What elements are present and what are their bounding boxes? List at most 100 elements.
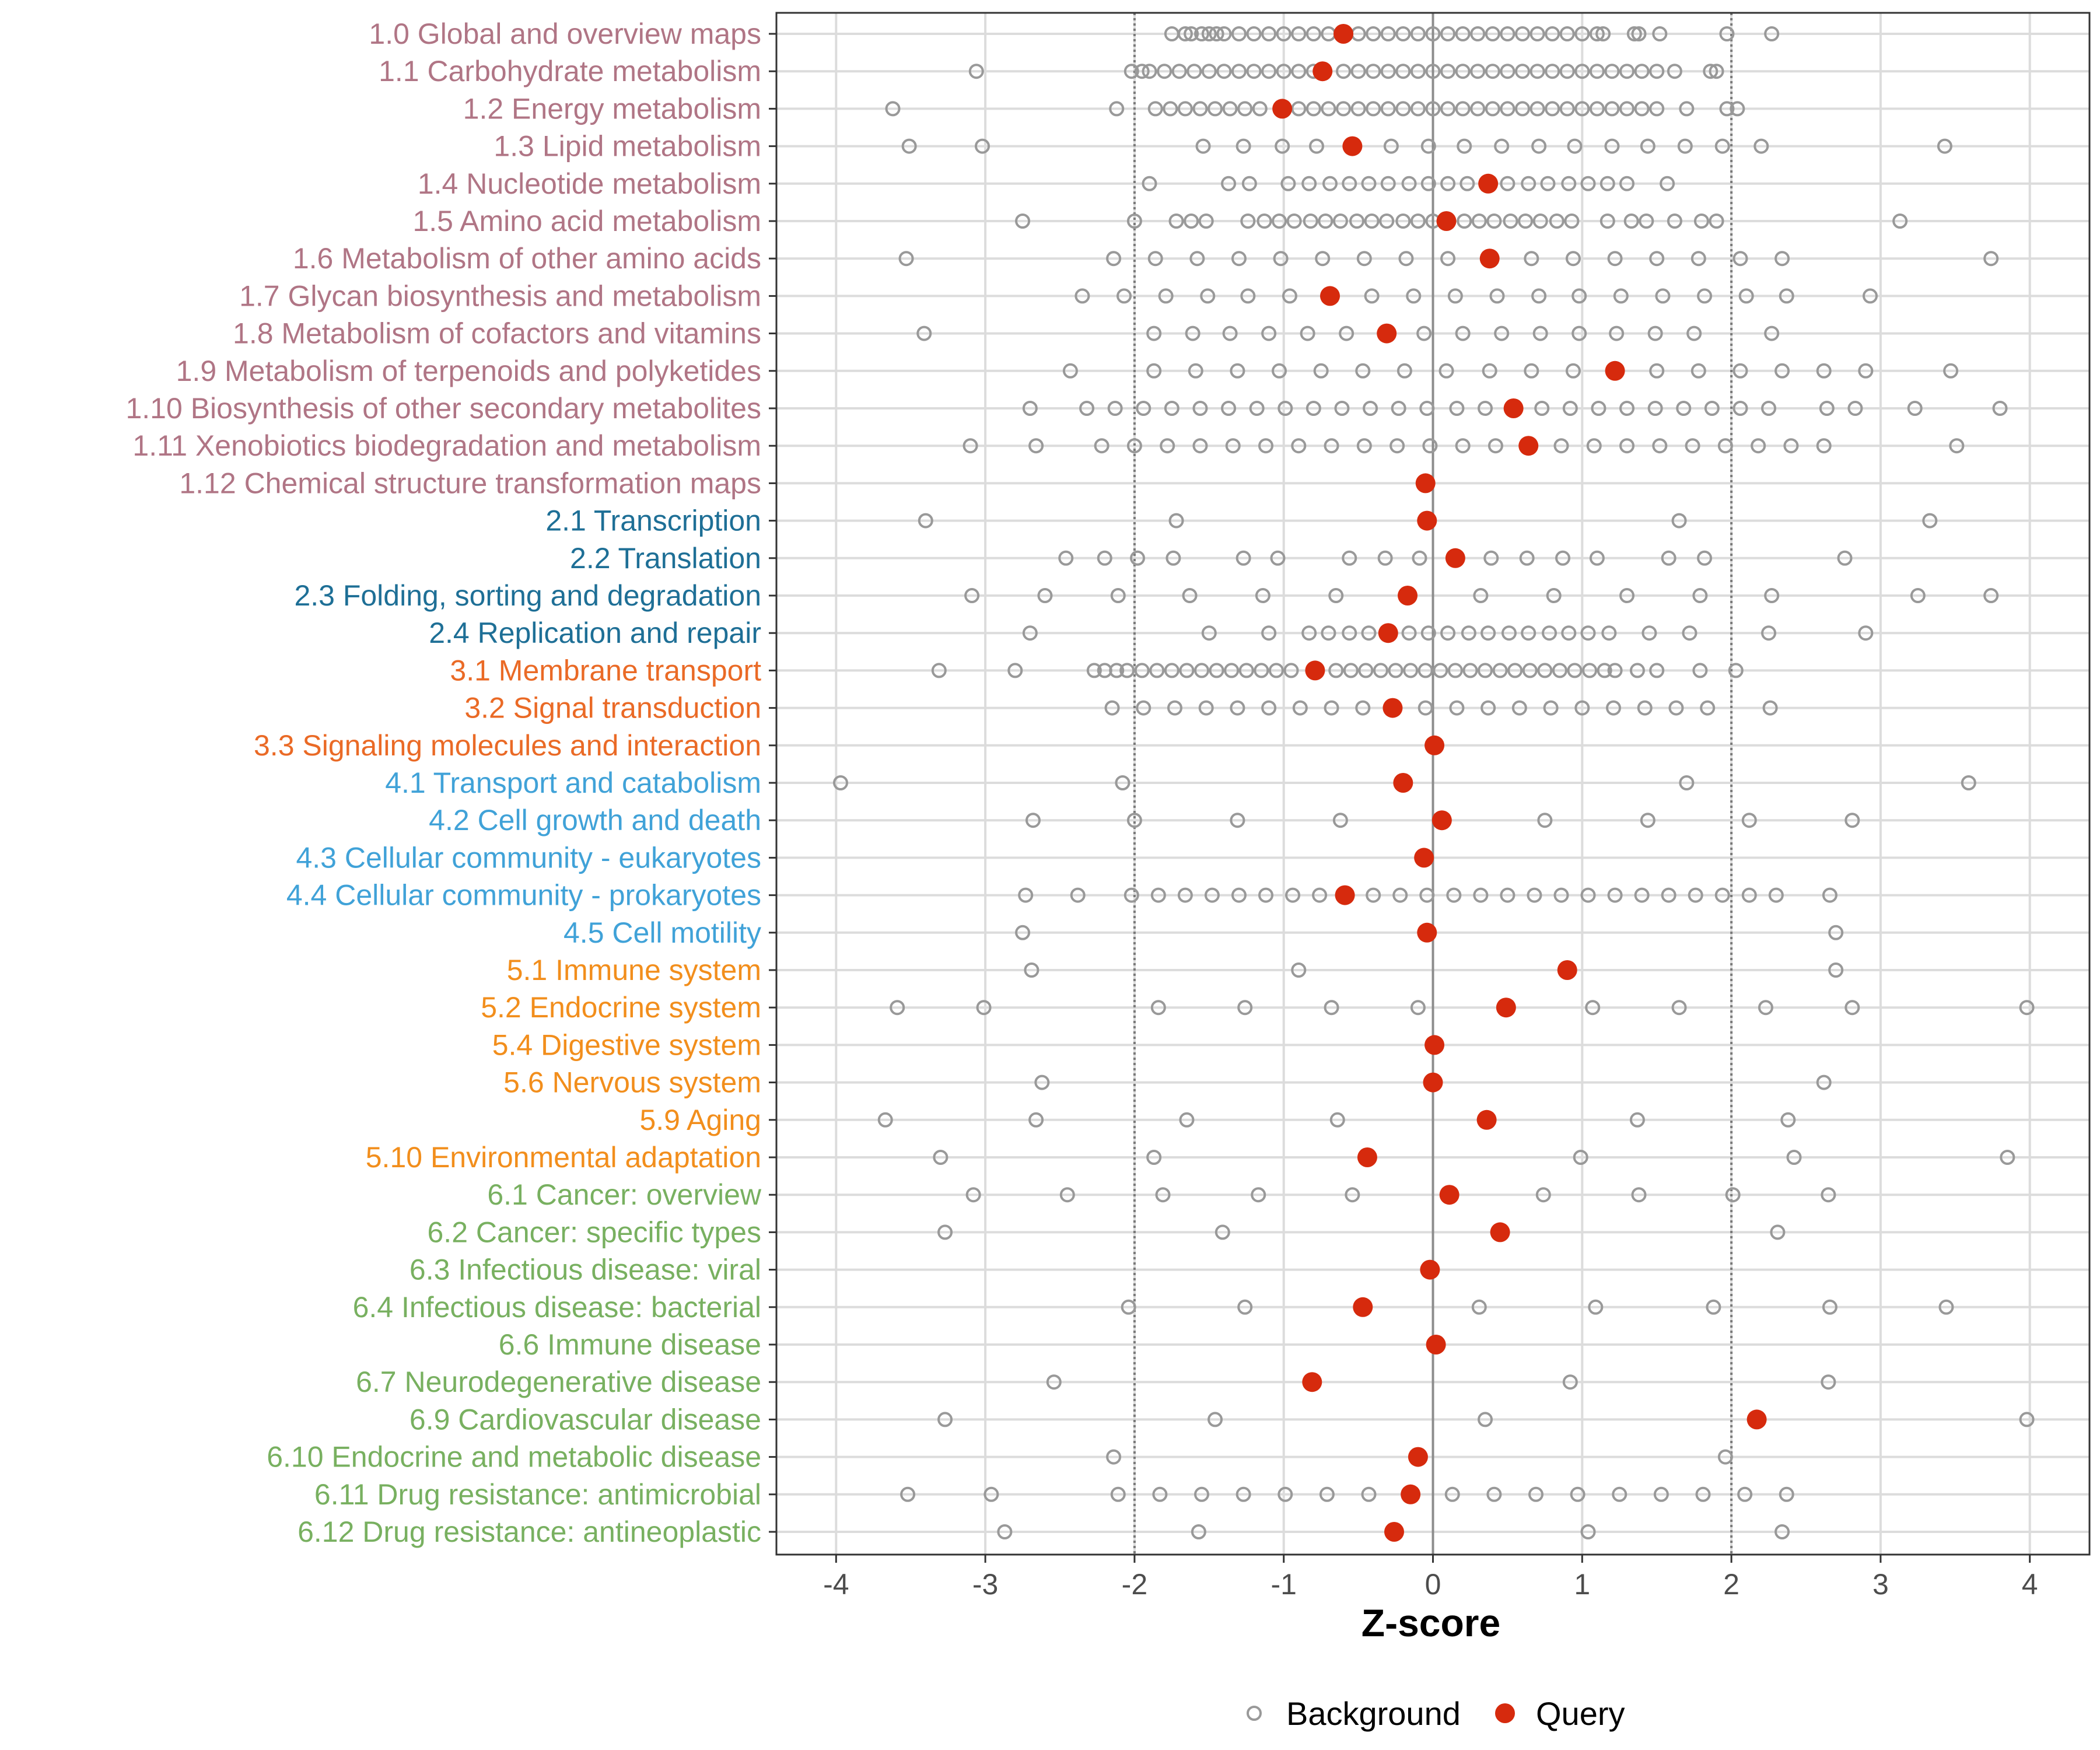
background-point: [1488, 438, 1503, 454]
background-point: [885, 101, 901, 117]
background-point: [1361, 176, 1377, 191]
background-point: [1433, 663, 1448, 678]
background-point: [1390, 438, 1405, 454]
background-point: [1306, 101, 1321, 117]
background-point: [1907, 401, 1923, 416]
background-point: [1531, 138, 1547, 154]
background-point: [1604, 101, 1620, 117]
query-points: [1272, 24, 1767, 1542]
background-point: [1485, 101, 1500, 117]
background-point: [1237, 101, 1253, 117]
background-point: [1613, 288, 1629, 304]
background-point: [1486, 214, 1502, 229]
background-point: [1312, 887, 1328, 903]
background-point: [1204, 887, 1220, 903]
x-tick-label: -3: [972, 1568, 998, 1601]
background-point: [1764, 326, 1780, 341]
background-point: [1342, 550, 1357, 566]
background-point: [1380, 101, 1396, 117]
background-point: [1160, 438, 1175, 454]
background-point: [1738, 288, 1754, 304]
background-point: [1261, 700, 1277, 716]
query-point: [1334, 24, 1354, 44]
background-point: [1647, 326, 1663, 341]
x-axis-title: Z-score: [1362, 1601, 1500, 1644]
background-point: [1401, 176, 1417, 191]
query-point: [1445, 548, 1465, 568]
background-point: [1819, 401, 1835, 416]
background-point: [1208, 1412, 1223, 1427]
background-point: [1821, 1187, 1836, 1203]
background-point: [1222, 326, 1238, 341]
background-point: [1361, 1486, 1377, 1502]
background-point: [1440, 251, 1456, 267]
background-point: [1440, 101, 1456, 117]
background-point: [1485, 64, 1500, 79]
background-point: [1301, 176, 1317, 191]
background-point: [1356, 438, 1372, 454]
background-point: [1649, 663, 1665, 678]
background-point: [1198, 700, 1214, 716]
background-point: [1062, 363, 1078, 379]
query-point: [1302, 1372, 1322, 1392]
background-point: [1561, 176, 1577, 191]
background-point: [1391, 401, 1406, 416]
background-point: [1097, 550, 1112, 566]
query-point: [1414, 848, 1434, 868]
background-point: [1649, 101, 1665, 117]
query-point: [1342, 136, 1363, 156]
category-label: 3.1 Membrane transport: [450, 654, 761, 687]
background-point: [1358, 663, 1374, 678]
background-point: [963, 438, 978, 454]
background-point: [1380, 64, 1396, 79]
background-point: [1261, 26, 1277, 41]
background-point: [1216, 26, 1232, 41]
background-point: [1938, 1299, 1954, 1315]
background-point: [1440, 176, 1456, 191]
background-point: [1401, 625, 1417, 641]
background-point: [937, 1224, 953, 1240]
background-point: [1240, 214, 1256, 229]
background-point: [1655, 288, 1671, 304]
background-point: [1301, 625, 1317, 641]
background-point: [1714, 887, 1730, 903]
background-point: [1192, 101, 1208, 117]
background-point: [916, 326, 932, 341]
category-label: 6.11 Drug resistance: antimicrobial: [314, 1478, 761, 1511]
background-point: [1697, 288, 1713, 304]
x-tick-label: -4: [823, 1568, 849, 1601]
background-point: [1119, 663, 1135, 678]
background-point: [1395, 214, 1411, 229]
background-point: [1328, 588, 1344, 603]
query-point: [1335, 885, 1355, 905]
background-point: [1449, 700, 1465, 716]
background-point: [1585, 1000, 1601, 1016]
background-point: [1336, 101, 1352, 117]
background-point: [1231, 251, 1247, 267]
x-tick-label: -1: [1270, 1568, 1296, 1601]
background-point: [1150, 1000, 1166, 1016]
background-point: [1626, 26, 1642, 41]
background-point: [1363, 401, 1378, 416]
background-point: [1862, 288, 1878, 304]
background-point: [1709, 64, 1724, 79]
background-point: [1315, 251, 1331, 267]
background-point: [1150, 887, 1166, 903]
background-point: [1018, 887, 1034, 903]
background-point: [1059, 1187, 1075, 1203]
background-point: [1361, 625, 1377, 641]
background-point: [1527, 887, 1542, 903]
background-point: [1574, 64, 1590, 79]
background-point: [1522, 663, 1538, 678]
background-point: [1545, 101, 1560, 117]
background-point: [1607, 887, 1623, 903]
background-point: [1692, 588, 1708, 603]
query-point: [1490, 1222, 1510, 1242]
background-point: [1609, 326, 1625, 341]
background-point: [1534, 401, 1550, 416]
background-point: [1395, 64, 1411, 79]
query-point: [1426, 1335, 1446, 1354]
background-point: [1559, 101, 1575, 117]
background-point: [1619, 101, 1635, 117]
background-point: [1124, 887, 1139, 903]
